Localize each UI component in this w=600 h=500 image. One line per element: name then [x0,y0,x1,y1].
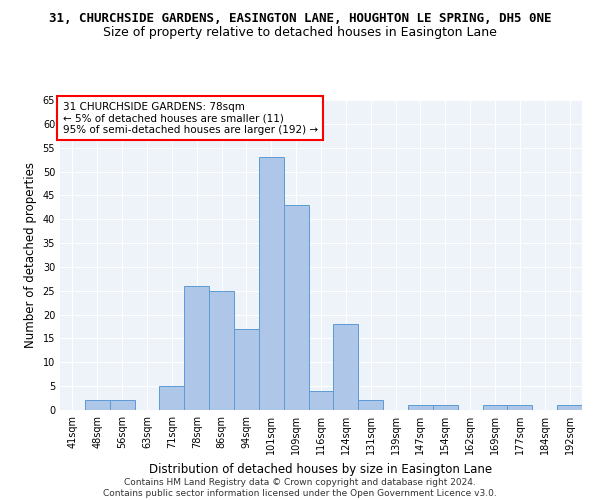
Text: Contains HM Land Registry data © Crown copyright and database right 2024.
Contai: Contains HM Land Registry data © Crown c… [103,478,497,498]
Bar [334,324,358,410]
Bar [259,157,284,410]
Bar [184,286,209,410]
Text: 31, CHURCHSIDE GARDENS, EASINGTON LANE, HOUGHTON LE SPRING, DH5 0NE: 31, CHURCHSIDE GARDENS, EASINGTON LANE, … [49,12,551,26]
Bar [358,400,383,410]
Bar [433,405,458,410]
Bar [85,400,110,410]
Bar [482,405,508,410]
X-axis label: Distribution of detached houses by size in Easington Lane: Distribution of detached houses by size … [149,462,493,475]
Bar [308,391,334,410]
Bar [508,405,532,410]
Y-axis label: Number of detached properties: Number of detached properties [24,162,37,348]
Text: Size of property relative to detached houses in Easington Lane: Size of property relative to detached ho… [103,26,497,39]
Text: 31 CHURCHSIDE GARDENS: 78sqm
← 5% of detached houses are smaller (11)
95% of sem: 31 CHURCHSIDE GARDENS: 78sqm ← 5% of det… [62,102,318,134]
Bar [557,405,582,410]
Bar [408,405,433,410]
Bar [160,386,184,410]
Bar [284,205,308,410]
Bar [209,291,234,410]
Bar [110,400,134,410]
Bar [234,329,259,410]
